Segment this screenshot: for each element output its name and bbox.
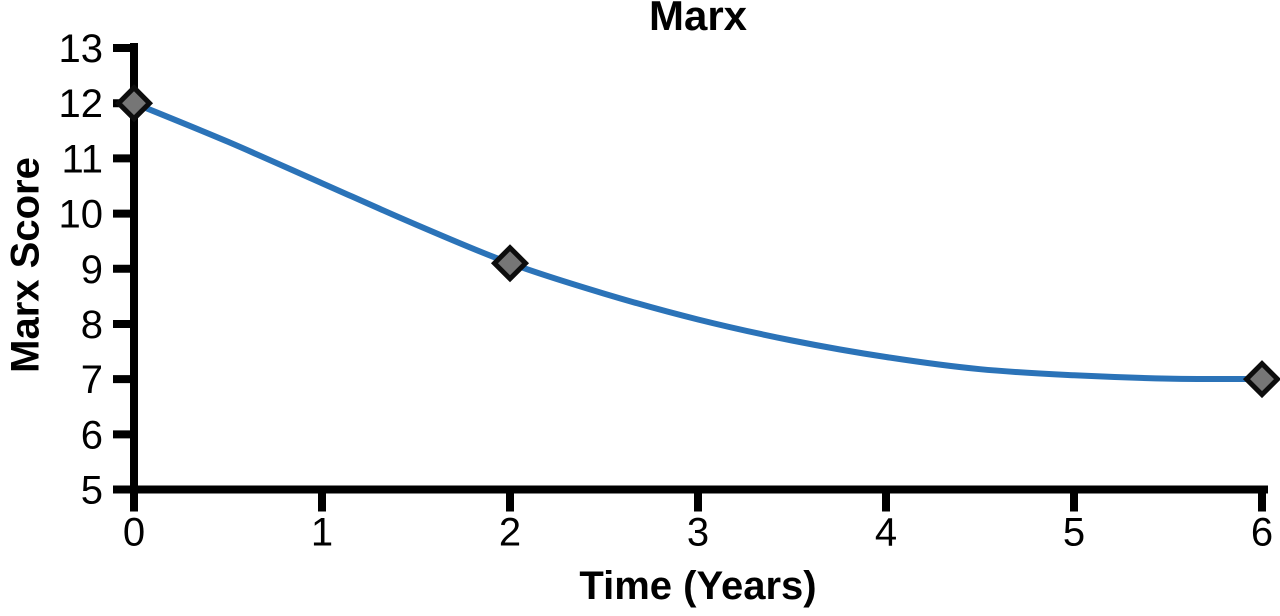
y-tick-label: 8 [81, 303, 103, 347]
y-tick-label: 7 [81, 358, 103, 402]
x-tick-label: 1 [311, 511, 333, 555]
x-tick-label: 0 [123, 511, 145, 555]
x-tick-label: 4 [875, 511, 897, 555]
series-line [131, 100, 1265, 383]
x-tick-label: 3 [687, 511, 709, 555]
chart-title: Marx [648, 0, 748, 39]
x-tick-label: 2 [499, 511, 521, 555]
x-tick-label: 5 [1063, 511, 1085, 555]
data-point-marker [114, 84, 154, 123]
y-tick-label: 5 [81, 469, 103, 513]
x-tick-label: 6 [1251, 511, 1273, 555]
y-tick-label: 6 [81, 413, 103, 457]
y-tick-label: 10 [59, 193, 104, 237]
data-point-marker [490, 244, 530, 283]
y-tick-label: 12 [59, 82, 104, 126]
data-point-marker [1242, 360, 1280, 399]
y-tick-label: 11 [61, 137, 103, 181]
x-axis-label: Time (Years) [579, 564, 817, 608]
y-tick-label: 13 [59, 27, 104, 71]
y-tick-label: 9 [81, 248, 103, 292]
